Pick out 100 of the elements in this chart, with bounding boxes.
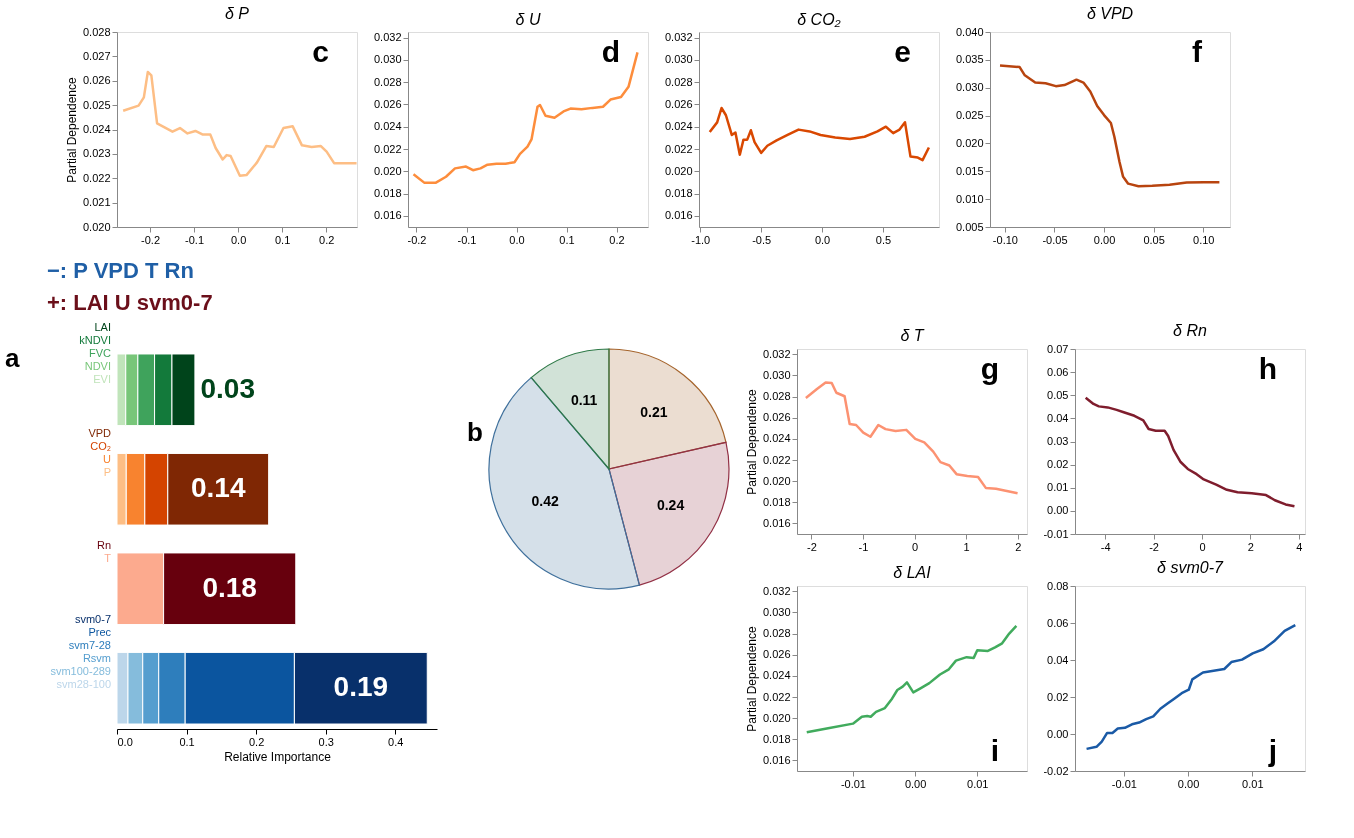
- series-label: P: [103, 465, 111, 478]
- x-tick-label: 0.4: [388, 735, 404, 748]
- y-tick-label: 0.028: [762, 390, 791, 403]
- chart-title: δ svm0-7: [1157, 559, 1224, 576]
- text: b: [467, 417, 483, 447]
- y-tick-label: 0.022: [762, 690, 791, 703]
- y-tick-label: 0.08: [1047, 579, 1069, 592]
- y-tick-label: 0.016: [762, 753, 791, 766]
- chart-title: δ T: [900, 327, 925, 345]
- y-tick-label: 0.030: [762, 605, 791, 618]
- y-tick-label: 0.06: [1047, 616, 1069, 629]
- series-label: U: [103, 452, 112, 465]
- y-tick-label: 0.024: [82, 123, 111, 135]
- text: Rsvm: [82, 651, 111, 664]
- y-tick-label: 0.024: [762, 432, 791, 445]
- x-tick-label: 0.0: [117, 735, 133, 748]
- y-tick-label: 0.015: [955, 164, 984, 177]
- x-tick-label: -1: [858, 540, 869, 553]
- x-tick-label: 0.10: [1193, 233, 1215, 246]
- y-tick-label: 0.032: [762, 347, 791, 360]
- y-tick-label: 0.040: [955, 25, 984, 38]
- y-tick-label: 0.018: [373, 187, 402, 200]
- text: FVC: [89, 346, 112, 359]
- series-label: svm100-289: [50, 664, 111, 677]
- y-tick-label: 0.020: [82, 220, 111, 233]
- y-tick-label: 0.018: [762, 495, 791, 508]
- annotation: g: [980, 352, 999, 385]
- chart-title: δ P: [224, 5, 250, 22]
- series-label: NDVI: [84, 359, 111, 372]
- x-tick-label: 0.0: [814, 233, 831, 246]
- y-tick-label: 0.026: [762, 411, 791, 424]
- y-tick-label: -0.02: [1043, 764, 1069, 777]
- y-tick-label: 0.030: [955, 81, 984, 94]
- x-tick-label: 0: [912, 540, 919, 553]
- y-tick-label: 0.03: [1047, 435, 1069, 447]
- y-tick-label: 0.01: [1047, 481, 1069, 494]
- series-label: EVI: [93, 372, 111, 385]
- y-tick-label: 0.018: [762, 732, 791, 745]
- x-axis-title: Relative Importance: [224, 749, 332, 764]
- y-tick-label: 0.020: [664, 164, 693, 177]
- y-tick-label: 0.022: [82, 171, 111, 184]
- y-tick-label: 0.07: [1047, 342, 1069, 355]
- y-tick-label: 0.030: [373, 53, 402, 66]
- text: a: [5, 343, 20, 373]
- y-tick-label: 0.020: [762, 474, 791, 487]
- y-tick-label: 0.00: [1047, 727, 1069, 740]
- text: svm7-28: [68, 638, 111, 651]
- x-tick-label: -0.1: [457, 233, 477, 246]
- y-tick-label: 0.018: [664, 187, 693, 200]
- data-label: 0.24: [656, 497, 685, 514]
- y-tick-label: 0.032: [762, 584, 791, 597]
- y-tick-label: 0.025: [955, 109, 984, 122]
- y-tick-label: 0.028: [762, 627, 791, 640]
- y-tick-label: 0.020: [955, 136, 984, 149]
- series-label: T: [104, 552, 112, 565]
- y-tick-label: 0.016: [664, 209, 693, 222]
- y-tick-label: 0.032: [664, 31, 693, 44]
- x-tick-label: -0.2: [407, 233, 427, 246]
- y-tick-label: 0.021: [82, 196, 111, 209]
- y-tick-label: 0.00: [1047, 504, 1069, 517]
- x-tick-label: 0.2: [609, 233, 625, 246]
- y-tick-label: 0.028: [373, 75, 402, 88]
- x-tick-label: 0.01: [1242, 777, 1264, 790]
- series-label: svm28-100: [56, 677, 111, 690]
- y-tick-label: 0.024: [373, 120, 402, 133]
- y-tick-label: 0.04: [1047, 653, 1069, 666]
- pie-slice: [488, 377, 641, 590]
- x-tick-label: -0.01: [840, 777, 866, 790]
- annotation: i: [990, 734, 999, 767]
- y-tick-label: 0.025: [82, 98, 111, 111]
- x-tick-label: -0.1: [185, 233, 205, 246]
- annotation: j: [1267, 734, 1277, 767]
- y-tick-label: 0.026: [762, 648, 791, 661]
- x-tick-label: 0.05: [1143, 233, 1165, 246]
- x-tick-label: 0.5: [875, 233, 892, 246]
- x-tick-label: -0.5: [752, 233, 772, 246]
- text: LAI: [94, 320, 111, 333]
- y-tick-label: 0.026: [373, 97, 402, 110]
- data-label: 0.42: [531, 493, 559, 510]
- x-tick-label: 0.00: [1093, 233, 1116, 246]
- y-tick-label: 0.005: [955, 220, 984, 233]
- line-series: [998, 64, 1221, 188]
- x-tick-label: 0.2: [319, 233, 335, 246]
- x-tick-label: 0: [1199, 540, 1206, 553]
- x-tick-label: -2: [1149, 540, 1159, 553]
- chart-title: δ LAI: [893, 564, 932, 582]
- x-tick-label: 2: [1015, 540, 1022, 553]
- x-tick-label: 0.00: [904, 777, 927, 790]
- y-tick-label: 0.010: [955, 192, 984, 205]
- y-tick-label: 0.016: [762, 516, 791, 529]
- line-series: [708, 106, 931, 162]
- y-tick-label: 0.026: [82, 74, 111, 87]
- x-tick-label: 0.0: [509, 233, 525, 246]
- annotation: d: [601, 35, 620, 68]
- x-tick-label: -0.05: [1042, 233, 1068, 246]
- y-tick-label: 0.023: [82, 147, 111, 160]
- x-tick-label: -1.0: [691, 233, 711, 246]
- x-tick-label: 0.2: [248, 735, 265, 748]
- annotation: h: [1258, 352, 1277, 385]
- x-tick-label: 0.1: [179, 735, 195, 748]
